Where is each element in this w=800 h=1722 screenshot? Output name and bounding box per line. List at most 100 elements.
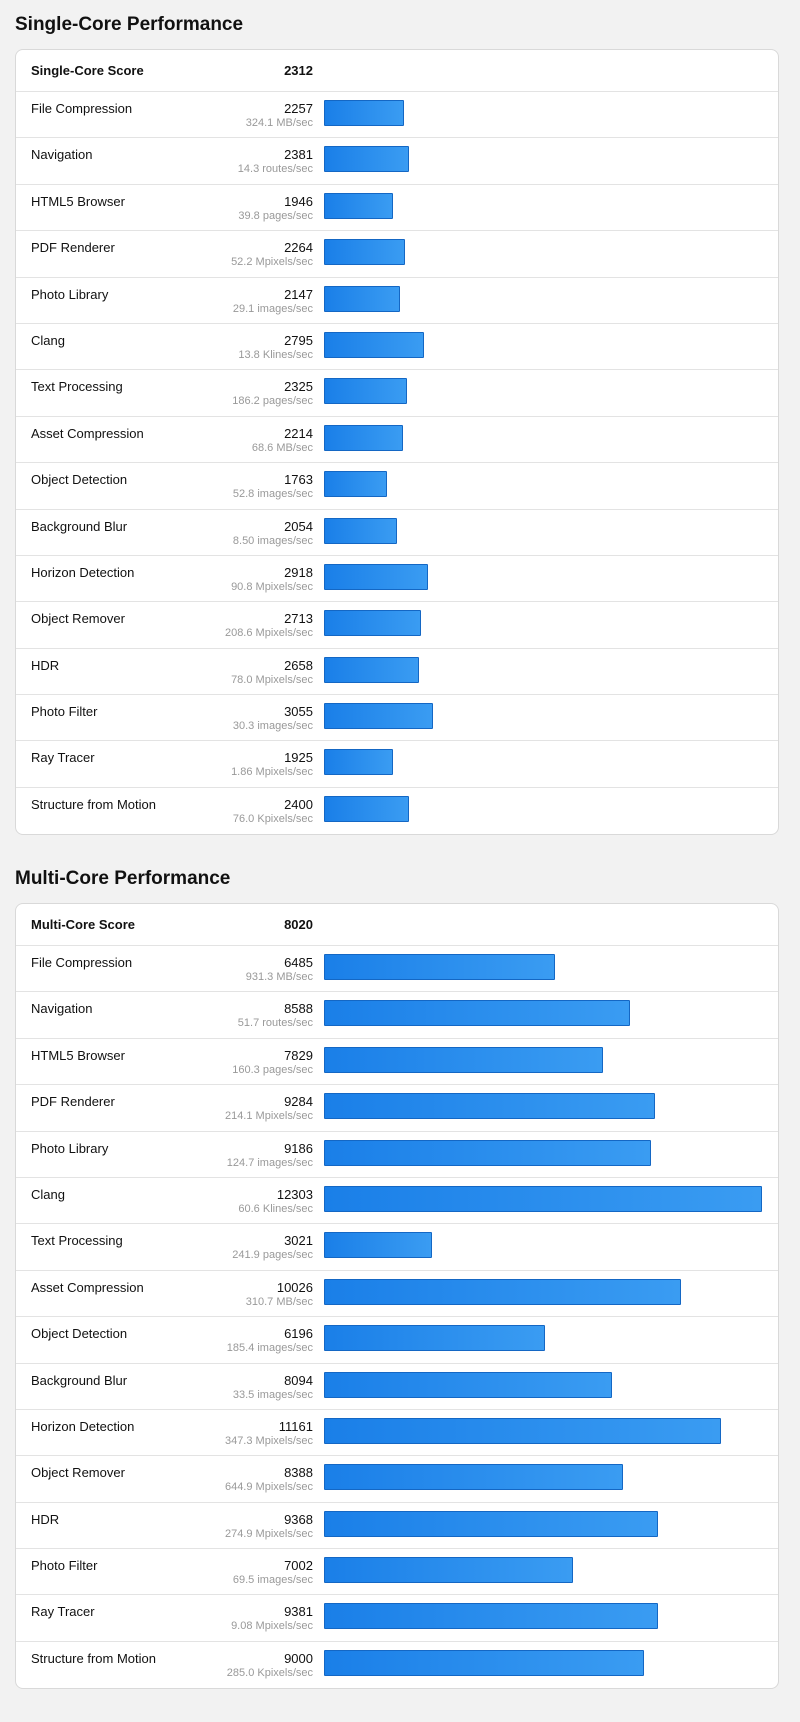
benchmark-row: Navigation 8588 51.7 routes/sec — [16, 992, 778, 1039]
benchmark-throughput: 241.9 pages/sec — [232, 1249, 313, 1262]
benchmark-throughput: 9.08 Mpixels/sec — [231, 1620, 313, 1633]
overall-score: 2312 — [284, 63, 313, 78]
benchmark-name: Ray Tracer — [31, 1604, 95, 1620]
benchmark-score: 3055 — [284, 704, 313, 720]
benchmark-name: Ray Tracer — [31, 750, 95, 766]
benchmark-score: 2264 — [284, 240, 313, 256]
benchmark-name: PDF Renderer — [31, 1094, 115, 1110]
score-bar — [324, 192, 393, 219]
benchmark-name: File Compression — [31, 101, 133, 116]
benchmark-row: Object Remover 8388 644.9 Mpixels/sec — [16, 1456, 778, 1503]
benchmark-row: Object Remover 2713 208.6 Mpixels/sec — [16, 602, 778, 649]
benchmark-throughput: 324.1 MB/sec — [245, 117, 313, 129]
benchmark-name: Object Detection — [31, 472, 128, 488]
benchmark-throughput: 347.3 Mpixels/sec — [224, 1434, 313, 1447]
score-bar — [324, 1510, 658, 1537]
benchmark-name: Photo Filter — [31, 1558, 98, 1574]
benchmark-score: 7002 — [284, 1558, 313, 1574]
benchmark-throughput: 160.3 pages/sec — [232, 1063, 313, 1076]
score-header-row: Multi-Core Score 8020 — [16, 904, 778, 946]
benchmark-name: Asset Compression — [31, 425, 144, 441]
benchmark-row: Photo Library 2147 29.1 images/sec — [16, 278, 778, 324]
benchmark-score: 2400 — [284, 796, 313, 812]
score-bar — [324, 1371, 612, 1398]
benchmark-throughput: 29.1 images/sec — [232, 302, 313, 315]
multi-core-table: Multi-Core Score 8020 File Compression 64… — [15, 903, 779, 1690]
benchmark-score: 9000 — [284, 1650, 313, 1666]
benchmark-row: Text Processing 3021 241.9 pages/sec — [16, 1224, 778, 1271]
score-bar — [324, 100, 404, 126]
score-bar — [324, 1603, 658, 1630]
benchmark-name: Object Remover — [31, 1465, 125, 1481]
benchmark-throughput: 931.3 MB/sec — [245, 971, 313, 983]
benchmark-throughput: 186.2 pages/sec — [232, 395, 313, 408]
benchmark-row: Horizon Detection 11161 347.3 Mpixels/sec — [16, 1410, 778, 1457]
benchmark-name: Clang — [31, 1186, 65, 1202]
section-title: Multi-Core Performance — [15, 868, 231, 889]
benchmark-row: Photo Filter 7002 69.5 images/sec — [16, 1549, 778, 1596]
score-bar — [324, 1278, 681, 1305]
score-bar — [324, 610, 421, 637]
benchmark-throughput: 644.9 Mpixels/sec — [224, 1481, 313, 1494]
benchmark-throughput: 52.8 images/sec — [232, 488, 313, 501]
score-bar — [324, 378, 407, 405]
benchmark-row: PDF Renderer 2264 52.2 Mpixels/sec — [16, 231, 778, 278]
benchmark-row: Text Processing 2325 186.2 pages/sec — [16, 370, 778, 417]
benchmark-throughput: 13.8 Klines/sec — [238, 348, 313, 361]
benchmark-score: 6485 — [284, 955, 313, 970]
benchmark-score: 2918 — [284, 564, 313, 580]
score-bar — [324, 146, 409, 173]
benchmark-row: HDR 9368 274.9 Mpixels/sec — [16, 1503, 778, 1550]
benchmark-name: Navigation — [31, 1001, 93, 1017]
score-bar — [324, 517, 397, 544]
benchmark-score: 2214 — [284, 425, 313, 441]
benchmark-throughput: 68.6 MB/sec — [251, 441, 313, 454]
benchmark-score: 11161 — [278, 1418, 313, 1434]
benchmark-score: 1946 — [284, 193, 313, 209]
benchmark-row: Ray Tracer 1925 1.86 Mpixels/sec — [16, 741, 778, 788]
score-bar — [324, 1093, 655, 1120]
score-bar — [324, 703, 433, 730]
benchmark-throughput: 1.86 Mpixels/sec — [231, 766, 313, 779]
benchmark-score: 6196 — [284, 1326, 313, 1342]
benchmark-row: HDR 2658 78.0 Mpixels/sec — [16, 649, 778, 696]
benchmark-row: HTML5 Browser 7829 160.3 pages/sec — [16, 1039, 778, 1086]
benchmark-row: Photo Library 9186 124.7 images/sec — [16, 1132, 778, 1178]
benchmark-throughput: 33.5 images/sec — [232, 1388, 313, 1401]
benchmark-score: 2795 — [284, 332, 313, 348]
score-bar — [324, 1464, 623, 1491]
benchmark-score: 2147 — [284, 286, 313, 302]
score-bar — [324, 1139, 651, 1166]
benchmark-name: Object Detection — [31, 1326, 128, 1342]
score-bar — [324, 1046, 603, 1073]
benchmark-name: Photo Library — [31, 286, 109, 302]
score-bar — [324, 1185, 762, 1212]
benchmark-row: Structure from Motion 9000 285.0 Kpixels/s… — [16, 1642, 778, 1688]
benchmark-name: File Compression — [31, 955, 133, 970]
benchmark-name: HDR — [31, 657, 60, 673]
benchmark-row: Object Detection 1763 52.8 images/sec — [16, 463, 778, 510]
benchmark-score: 2325 — [284, 379, 313, 395]
score-bar — [324, 954, 555, 980]
benchmark-score: 2381 — [284, 147, 313, 163]
score-bar — [324, 1232, 432, 1259]
benchmark-throughput: 185.4 images/sec — [226, 1342, 313, 1355]
score-bar — [324, 471, 387, 498]
benchmark-throughput: 214.1 Mpixels/sec — [224, 1110, 313, 1123]
benchmark-throughput: 124.7 images/sec — [226, 1156, 313, 1169]
benchmark-throughput: 90.8 Mpixels/sec — [231, 580, 313, 593]
benchmark-row: Asset Compression 2214 68.6 MB/sec — [16, 417, 778, 464]
score-bar — [324, 424, 403, 451]
score-label: Single-Core Score — [31, 63, 144, 78]
single-core-table: Single-Core Score 2312 File Compression 2… — [15, 49, 779, 836]
benchmark-name: Asset Compression — [31, 1279, 144, 1295]
benchmark-row: Horizon Detection 2918 90.8 Mpixels/sec — [16, 556, 778, 603]
benchmark-name: Object Remover — [31, 611, 125, 627]
benchmark-name: Navigation — [31, 147, 93, 163]
score-bar — [324, 1417, 721, 1444]
benchmark-score: 2713 — [284, 611, 313, 627]
benchmark-score: 7829 — [284, 1047, 313, 1063]
benchmark-name: HTML5 Browser — [31, 1047, 125, 1063]
benchmark-name: Structure from Motion — [31, 796, 156, 812]
benchmark-score: 2054 — [284, 518, 313, 534]
